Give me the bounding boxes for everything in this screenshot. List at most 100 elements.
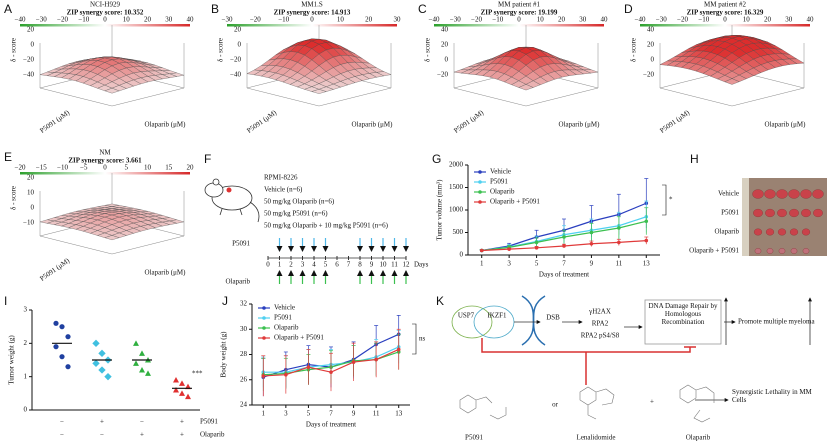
z-tick-label: 0: [31, 204, 35, 212]
tumor: [812, 189, 824, 199]
colorbar-tick-label: −10: [698, 16, 709, 24]
drug-label: P5091: [465, 434, 483, 442]
data-point: [173, 387, 179, 393]
panel-letter: H: [690, 152, 699, 166]
tumor: [754, 248, 762, 254]
colorbar-tick-label: −40: [429, 16, 440, 24]
colorbar: [640, 24, 810, 27]
z-tick-label: −10: [23, 219, 34, 227]
colorbar: [20, 24, 190, 27]
box-edge: [111, 87, 185, 107]
node-label: USP7: [458, 312, 475, 320]
y-axis-label: P5091 (μM): [38, 108, 71, 135]
z-tick-label: 0: [31, 41, 35, 49]
data-point: [145, 370, 151, 376]
data-point: [374, 357, 378, 362]
legend-label: P5091: [274, 314, 292, 322]
z-axis-label: δ - score: [630, 38, 638, 62]
data-point: [98, 366, 106, 374]
box-edge: [39, 235, 113, 255]
y-axis-label: Tumor volume (mm³): [436, 179, 444, 241]
lethality-label-box: Synergistic Lethality in MM Cells: [732, 388, 812, 404]
x-tick-label: 7: [329, 410, 333, 418]
significance-label: ***: [192, 370, 203, 378]
treatment-mark: +: [140, 431, 144, 439]
y-tick-label: 1: [24, 372, 28, 380]
y-tick-label: 26: [240, 375, 248, 383]
cell-line: RPMI-8226: [264, 174, 298, 182]
z-axis-label: δ - score: [424, 38, 432, 62]
panel-letter: I: [4, 294, 7, 308]
z-axis-label: δ - score: [217, 38, 225, 62]
data-point: [139, 367, 145, 373]
colorbar-tick-label: 5: [125, 164, 129, 172]
x-axis-label: Olaparib (μM): [352, 121, 394, 129]
legend-label: Vehicle: [490, 168, 511, 176]
treatment-label: P5091: [200, 418, 218, 426]
panel-letter: E: [4, 150, 12, 164]
data-point: [133, 340, 139, 346]
tumor: [765, 228, 775, 236]
data-point: [589, 230, 594, 235]
data-point: [479, 248, 484, 253]
data-point: [179, 380, 185, 386]
colorbar-tick-label: 10: [123, 16, 131, 24]
mouse-illustration: [204, 178, 260, 223]
x-tick-label: 3: [284, 410, 288, 418]
y-tick-label: 24: [240, 401, 248, 409]
y-axis-label: P5091 (μM): [245, 108, 278, 135]
surface-mesh: [659, 35, 805, 85]
x-tick-label: 11: [615, 260, 622, 268]
box-edge: [246, 87, 320, 107]
legend-marker: [478, 170, 482, 174]
surface-cell: [104, 88, 120, 94]
treatment-mark: +: [180, 418, 184, 426]
box-edge: [111, 235, 185, 255]
box-edge: [525, 87, 599, 107]
tumor: [777, 208, 787, 218]
colorbar: [20, 172, 190, 175]
colorbar-tick-label: −15: [36, 164, 47, 172]
x-tick-label: 1: [262, 410, 266, 418]
connector-label: or: [552, 401, 559, 409]
synergy-score: ZIP synergy score: 19.199: [481, 9, 558, 17]
colorbar-tick-label: 10: [144, 164, 152, 172]
y-axis-label: P5091 (μM): [38, 256, 71, 283]
z-tick-label: −20: [23, 56, 34, 64]
colorbar-tick-label: −20: [15, 164, 26, 172]
data-point: [65, 334, 71, 340]
tumor: [800, 189, 812, 199]
tumor: [776, 189, 788, 199]
x-tick-label: 9: [590, 260, 594, 268]
x-axis-label: Days of treatment: [306, 421, 356, 429]
legend-marker: [262, 326, 266, 330]
z-tick-label: −20: [643, 71, 654, 79]
z-tick-label: −40: [230, 71, 241, 79]
data-point: [617, 240, 621, 245]
day-label: 5: [324, 261, 328, 269]
colorbar-tick-label: −30: [450, 16, 461, 24]
colorbar-tick-label: 0: [723, 16, 727, 24]
y-axis-label: P5091 (μM): [452, 108, 485, 135]
tumor: [789, 208, 799, 218]
colorbar-tick-label: −30: [222, 16, 233, 24]
colorbar-tick-label: 20: [187, 164, 195, 172]
colorbar: [227, 24, 397, 27]
legend-marker: [478, 190, 482, 194]
z-tick-label: 20: [234, 26, 242, 34]
box-edge: [453, 87, 527, 107]
tumor: [778, 248, 786, 254]
data-point: [507, 247, 511, 251]
node-label: Promote multiple myeloma: [738, 318, 815, 326]
treatment-mark: −: [60, 431, 64, 439]
data-point: [534, 246, 539, 250]
panel-letter: K: [436, 294, 444, 308]
colorbar-tick-label: −30: [656, 16, 667, 24]
marker-label: γH2AX: [588, 308, 611, 316]
colorbar-tick-label: −20: [471, 16, 482, 24]
panel-letter: J: [222, 294, 228, 308]
day-label: 7: [347, 261, 351, 269]
x-axis-label: Olaparib (μM): [145, 269, 187, 277]
treatment-mark: +: [100, 418, 104, 426]
day-label: 2: [289, 261, 293, 269]
